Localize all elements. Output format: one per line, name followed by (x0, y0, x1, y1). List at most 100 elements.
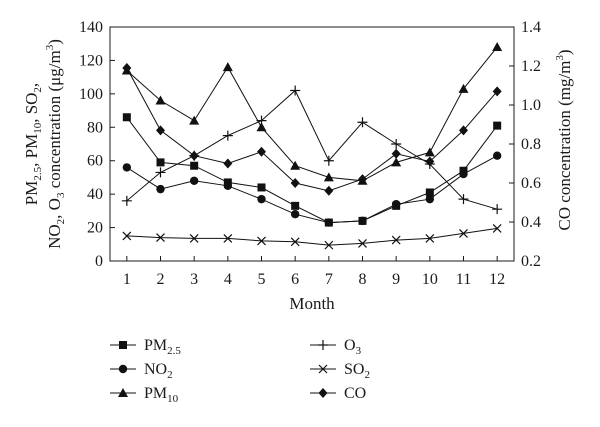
point-o3 (121, 195, 132, 206)
x-tick-label: 9 (392, 271, 400, 288)
point-pm10 (492, 42, 503, 52)
point-so2 (156, 233, 165, 243)
legend-item-no2: NO2 (110, 361, 173, 381)
point-pm25 (291, 201, 300, 210)
x-tick-label: 12 (489, 271, 505, 288)
point-no2 (290, 210, 300, 219)
left-axis-title-line2-part: 3 (55, 192, 67, 198)
point-co (189, 150, 199, 161)
left-axis-title-line2-part: NO (45, 224, 64, 249)
point-o3 (391, 139, 402, 149)
left-axis-title-line1-part: 2.5 (32, 166, 44, 180)
left-axis-title-line2-part: ) (45, 39, 64, 45)
point-pm10 (155, 95, 166, 105)
x-tick-label: 11 (456, 271, 471, 288)
point-o3 (256, 115, 267, 126)
legend-marker-o3 (318, 340, 328, 350)
left-tick-label: 40 (87, 186, 103, 203)
point-no2 (189, 176, 199, 185)
series-line-co (126, 67, 498, 192)
x-tick-label: 6 (291, 271, 299, 288)
point-no2 (358, 216, 367, 226)
point-so2 (122, 231, 132, 241)
point-pm25 (257, 183, 266, 192)
point-co (425, 156, 435, 167)
point-pm10 (222, 62, 233, 72)
series-co (122, 62, 502, 196)
point-so2 (459, 228, 468, 238)
point-o3 (323, 155, 334, 166)
point-co (223, 158, 233, 169)
legend-label-main: NO (144, 361, 167, 378)
x-tick-label: 7 (325, 271, 333, 288)
point-pm25 (122, 113, 131, 122)
legend-label-main: CO (344, 385, 366, 402)
point-no2 (122, 163, 132, 172)
legend-marker-so2 (318, 364, 328, 374)
left-tick-label: 20 (87, 220, 103, 237)
point-so2 (425, 234, 435, 243)
right-axis-title-part: CO concentration (mg/m (555, 61, 574, 231)
legend-label-sub: 3 (356, 345, 362, 357)
left-axis-title-line2-part: , O (45, 198, 64, 219)
right-tick-label: 0.4 (521, 214, 541, 231)
series-layer (121, 42, 503, 250)
left-axis-title-line1-part: , PM (22, 134, 41, 167)
point-pm25 (425, 188, 434, 197)
point-co (459, 125, 468, 136)
point-pm25 (156, 158, 165, 167)
point-so2 (492, 223, 502, 233)
right-axis-title: CO concentration (mg/m3) (554, 49, 574, 230)
legend-label-co: CO (344, 385, 366, 402)
left-tick-label: 0 (95, 253, 103, 270)
point-o3 (222, 130, 233, 141)
point-pm10 (458, 83, 469, 93)
point-o3 (458, 194, 469, 205)
left-axis-title-line1-part: 2 (32, 87, 44, 93)
legend-label-main: PM (144, 385, 167, 402)
x-tick-label: 2 (157, 271, 165, 288)
left-axis-title-line2-part: μg/m (45, 50, 64, 86)
point-no2 (425, 194, 435, 204)
point-pm10 (323, 172, 334, 182)
right-tick-label: 0.2 (521, 253, 541, 270)
legend-item-o3: O3 (310, 337, 362, 357)
point-no2 (156, 184, 165, 194)
series-line-pm25 (126, 117, 498, 224)
legend-label-sub: 2 (364, 369, 370, 381)
x-axis-title: Month (289, 294, 335, 313)
legend-label-so2: SO2 (344, 361, 370, 381)
point-no2 (324, 218, 334, 227)
point-o3 (357, 117, 368, 128)
point-no2 (257, 194, 266, 204)
left-axis-title-line2-part: 2 (55, 219, 67, 225)
x-tick-label: 5 (258, 271, 266, 288)
plot-frame (109, 26, 515, 262)
x-tick-label: 4 (224, 271, 232, 288)
legend-marker-co (318, 388, 328, 398)
point-co (290, 178, 300, 188)
left-tick-label: 80 (87, 119, 103, 136)
legend-label-pm25: PM2.5 (144, 337, 181, 357)
legend-label-main: O (344, 337, 356, 354)
point-so2 (290, 237, 300, 247)
left-tick-label: 60 (87, 153, 103, 170)
right-tick-label: 1.0 (521, 97, 541, 114)
point-pm10 (290, 160, 301, 170)
series-line-so2 (126, 227, 498, 246)
legend-label-main: PM (144, 337, 167, 354)
point-so2 (391, 235, 401, 245)
series-line-o3 (126, 89, 498, 210)
left-axis-title-line1: PM2.5, PM10, SO2, (22, 83, 44, 205)
left-tick-label: 140 (79, 19, 103, 36)
point-so2 (358, 239, 367, 248)
legend-label-sub: 2 (167, 369, 173, 381)
legend-marker-pm10 (118, 388, 128, 397)
right-tick-label: 1.2 (521, 58, 541, 75)
left-axis-title-line1-part: PM (22, 181, 41, 206)
point-co (156, 125, 165, 136)
legend-label-sub: 2.5 (167, 345, 181, 357)
left-axis-title-line1-part: , SO (22, 93, 41, 123)
right-tick-label: 1.4 (521, 19, 541, 36)
